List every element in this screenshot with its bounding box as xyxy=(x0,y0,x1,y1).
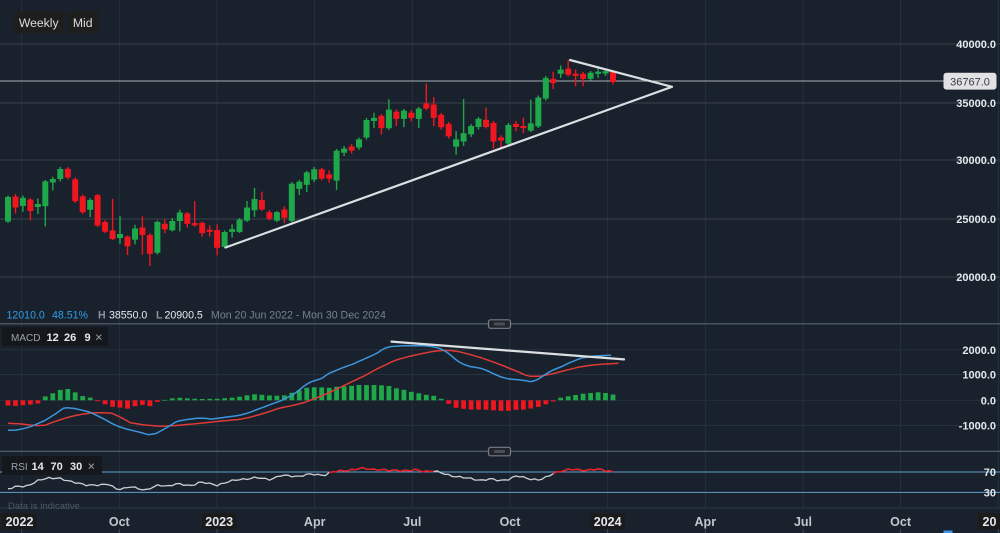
svg-text:20: 20 xyxy=(983,515,997,529)
svg-text:Oct: Oct xyxy=(500,515,522,529)
svg-text:25000.0: 25000.0 xyxy=(956,214,996,226)
svg-text:1000.0: 1000.0 xyxy=(962,370,996,382)
svg-text:38550.0: 38550.0 xyxy=(109,310,147,322)
svg-text:-1000.0: -1000.0 xyxy=(959,421,996,433)
svg-text:Apr: Apr xyxy=(695,515,717,529)
svg-text:26: 26 xyxy=(64,332,76,344)
svg-text:RSI: RSI xyxy=(11,462,28,473)
svg-text:70: 70 xyxy=(51,461,63,473)
svg-text:Mon 20 Jun 2022 - Mon 30 Dec 2: Mon 20 Jun 2022 - Mon 30 Dec 2024 xyxy=(211,310,386,322)
svg-text:×: × xyxy=(95,330,103,345)
svg-text:14: 14 xyxy=(32,461,45,473)
svg-text:30000.0: 30000.0 xyxy=(956,155,996,167)
svg-text:20000.0: 20000.0 xyxy=(956,272,996,284)
svg-text:Apr: Apr xyxy=(304,515,326,529)
svg-text:Jul: Jul xyxy=(794,515,812,529)
svg-text:2024: 2024 xyxy=(594,515,622,529)
svg-text:Oct: Oct xyxy=(890,515,912,529)
svg-text:0.0: 0.0 xyxy=(981,395,996,407)
svg-text:48.51%: 48.51% xyxy=(52,310,89,322)
svg-text:12: 12 xyxy=(47,332,59,344)
svg-text:20900.5: 20900.5 xyxy=(165,310,203,322)
svg-text:Jul: Jul xyxy=(403,515,421,529)
svg-text:2023: 2023 xyxy=(205,515,233,529)
svg-text:Oct: Oct xyxy=(109,515,131,529)
svg-text:Data is indicative: Data is indicative xyxy=(8,501,80,512)
svg-text:Mid: Mid xyxy=(73,16,93,30)
svg-text:2000.0: 2000.0 xyxy=(962,345,996,357)
svg-text:36767.0: 36767.0 xyxy=(950,76,990,88)
svg-text:70: 70 xyxy=(984,467,996,479)
svg-text:40000.0: 40000.0 xyxy=(956,39,996,51)
svg-text:Weekly: Weekly xyxy=(19,16,60,30)
svg-text:L: L xyxy=(156,310,163,322)
svg-text:H: H xyxy=(98,310,106,322)
svg-text:30: 30 xyxy=(984,487,996,499)
svg-text:2022: 2022 xyxy=(6,515,34,529)
svg-text:9: 9 xyxy=(85,332,91,344)
svg-text:35000.0: 35000.0 xyxy=(956,98,996,110)
svg-text:×: × xyxy=(88,459,96,474)
svg-text:30: 30 xyxy=(70,461,82,473)
svg-text:12010.0: 12010.0 xyxy=(7,310,45,322)
svg-text:MACD: MACD xyxy=(11,333,40,344)
